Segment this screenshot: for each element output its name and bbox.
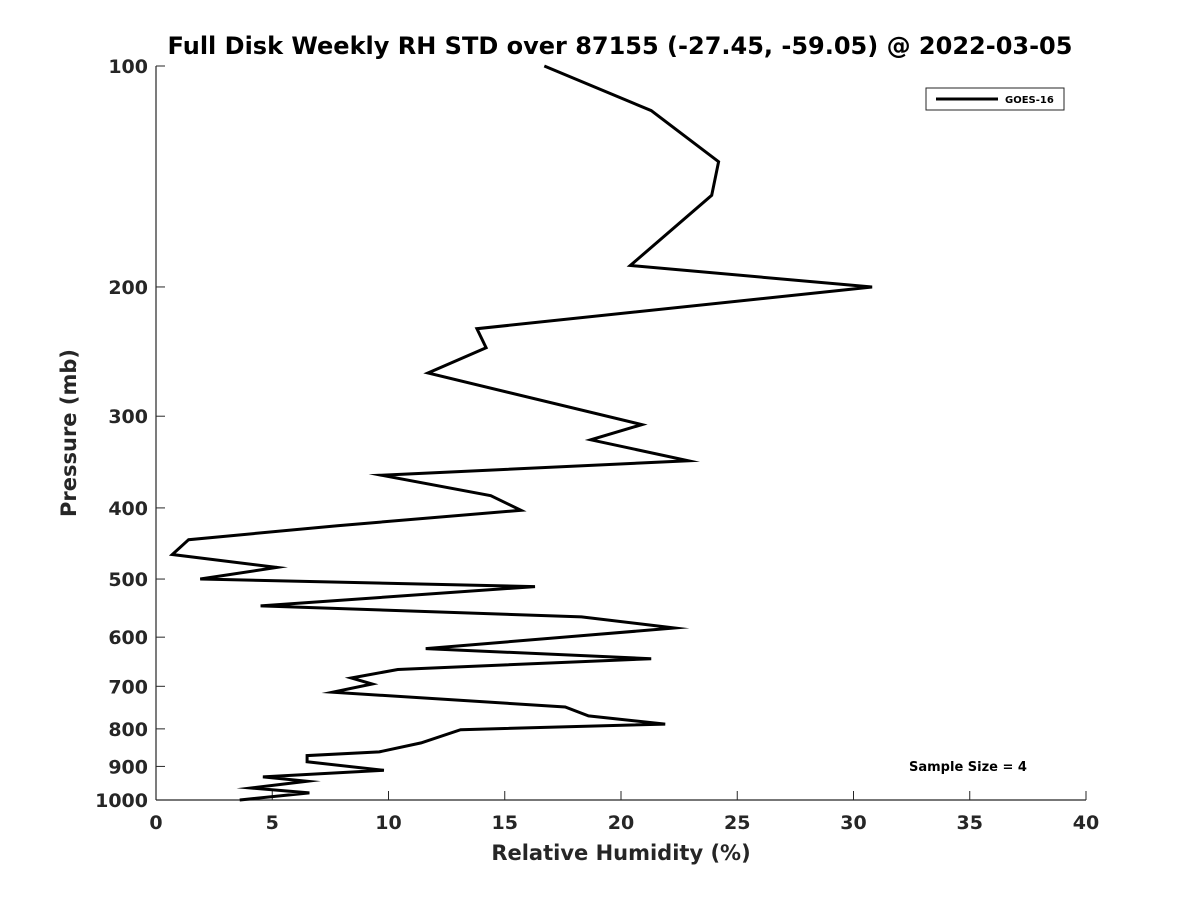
x-tick-label: 40 xyxy=(1073,812,1099,834)
y-tick-label: 1000 xyxy=(95,790,148,812)
y-tick-label: 600 xyxy=(108,627,148,649)
legend-label: GOES-16 xyxy=(1005,95,1054,106)
y-axis-ticks: 100 200 300 400 500 600 700 800 900 1000 xyxy=(95,56,165,812)
x-tick-label: 20 xyxy=(608,812,634,834)
y-tick-label: 100 xyxy=(108,56,148,78)
x-tick-label: 15 xyxy=(492,812,518,834)
y-tick-label: 400 xyxy=(108,498,148,520)
series-layer xyxy=(168,64,873,802)
legend: GOES-16 xyxy=(925,87,1065,111)
series-line-goes-16 xyxy=(168,64,873,802)
x-axis-label: Relative Humidity (%) xyxy=(491,841,750,865)
x-tick-label: 10 xyxy=(375,812,401,834)
y-tick-label: 500 xyxy=(108,569,148,591)
y-tick-label: 700 xyxy=(108,676,148,698)
x-tick-label: 0 xyxy=(149,812,162,834)
x-tick-label: 5 xyxy=(266,812,279,834)
y-tick-label: 900 xyxy=(108,756,148,778)
x-tick-label: 35 xyxy=(957,812,983,834)
x-axis-ticks: 0 5 10 15 20 25 30 35 40 xyxy=(149,791,1099,834)
y-tick-label: 200 xyxy=(108,277,148,299)
chart-title: Full Disk Weekly RH STD over 87155 (-27.… xyxy=(168,32,1073,60)
y-axis-label: Pressure (mb) xyxy=(57,349,81,517)
x-tick-label: 30 xyxy=(840,812,866,834)
y-tick-label: 300 xyxy=(108,406,148,428)
x-tick-label: 25 xyxy=(724,812,750,834)
sample-size-annotation: Sample Size = 4 xyxy=(909,760,1027,775)
y-tick-label: 800 xyxy=(108,719,148,741)
